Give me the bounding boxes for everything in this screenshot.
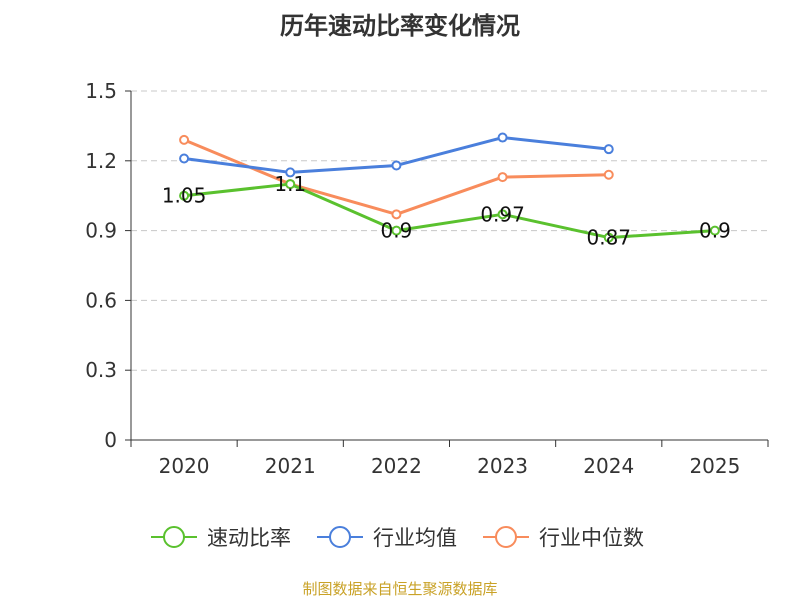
data-label-layer: 1.05 1.1 0.9 0.97 0.87 0.9	[162, 172, 731, 250]
x-tick-label-2021: 2021	[265, 454, 316, 478]
data-label-2024: 0.87	[586, 226, 631, 250]
series-layer	[179, 132, 720, 243]
legend-item-速动比率: 速动比率	[151, 526, 291, 550]
legend-item-行业均值: 行业均值	[317, 526, 457, 550]
legend-marker-行业中位数	[495, 526, 517, 548]
legend-item-行业中位数: 行业中位数	[483, 526, 644, 550]
point-行业均值-2020	[179, 153, 190, 164]
point-速动比率-2025	[709, 225, 720, 236]
legend-label-行业中位数: 行业中位数	[539, 526, 644, 550]
point-行业均值-2023	[497, 132, 508, 143]
point-速动比率-2023	[497, 209, 508, 220]
point-速动比率-2020	[179, 190, 190, 201]
series-行业均值	[179, 132, 614, 178]
legend-label-行业均值: 行业均值	[373, 526, 457, 550]
series-line-行业中位数	[183, 138, 609, 216]
data-label-2020: 1.05	[162, 184, 207, 208]
legend-label-速动比率: 速动比率	[207, 526, 291, 550]
chart-title: 历年速动比率变化情况	[280, 12, 520, 40]
point-行业中位数-2020	[179, 134, 190, 145]
series-行业中位数	[179, 134, 614, 220]
y-tick-label-4: 1.2	[85, 149, 117, 173]
y-tick-label-3: 0.9	[85, 219, 117, 243]
data-label-2023: 0.97	[480, 202, 525, 226]
y-tick-label-0: 0	[104, 428, 117, 452]
series-line-速动比率	[183, 182, 716, 240]
point-行业均值-2024	[603, 144, 614, 155]
axis-layer: 0 0.3 0.6 0.9 1.2 1.5 2020 2021 2022 2023 2024 2025	[85, 79, 769, 478]
source-note: 制图数据来自恒生聚源数据库	[302, 580, 498, 598]
x-tick-label-2020: 2020	[159, 454, 210, 478]
data-label-2025: 0.9	[699, 219, 731, 243]
series-速动比率	[179, 179, 720, 243]
point-行业均值-2022	[391, 160, 402, 171]
y-tick-label-1: 0.3	[85, 358, 117, 382]
point-行业中位数-2022	[391, 209, 402, 220]
legend-marker-速动比率	[163, 526, 185, 548]
point-速动比率-2021	[285, 179, 296, 190]
point-速动比率-2024	[603, 232, 614, 243]
data-label-2022: 0.9	[381, 219, 413, 243]
x-tick-label-2025: 2025	[689, 454, 740, 478]
point-行业中位数-2023	[497, 172, 508, 183]
x-tick-label-2022: 2022	[371, 454, 422, 478]
data-label-2021: 1.1	[274, 172, 306, 196]
y-tick-label-2: 0.6	[85, 288, 117, 312]
x-tick-label-2023: 2023	[477, 454, 528, 478]
point-行业中位数-2024	[603, 169, 614, 180]
x-tick-label-2024: 2024	[583, 454, 634, 478]
y-tick-label-5: 1.5	[85, 79, 117, 103]
point-行业均值-2021	[285, 167, 296, 178]
legend-marker-行业均值	[329, 526, 351, 548]
grid-layer	[131, 90, 768, 371]
point-速动比率-2022	[391, 225, 402, 236]
legend: 速动比率 行业均值 行业中位数	[151, 526, 644, 550]
